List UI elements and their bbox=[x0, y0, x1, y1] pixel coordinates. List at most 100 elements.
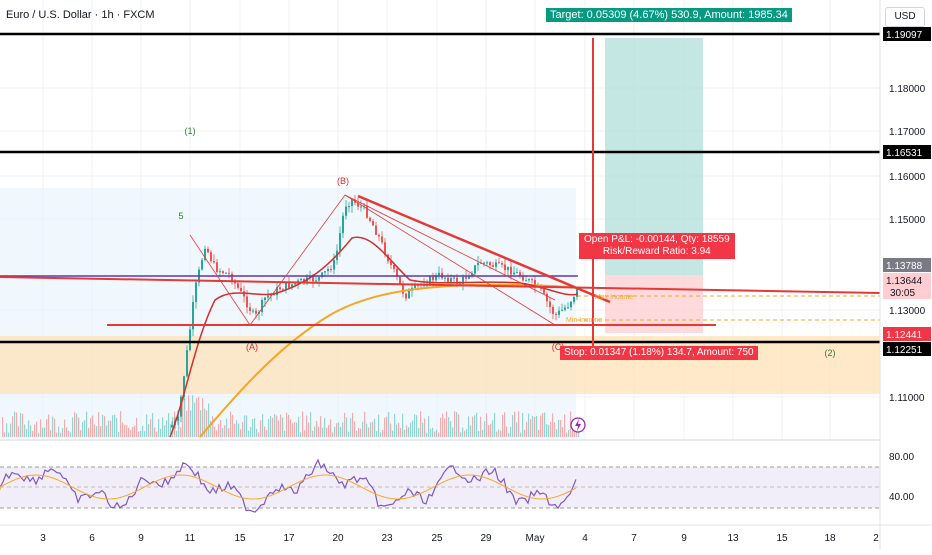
wave-label-2[interactable]: (2) bbox=[825, 348, 836, 358]
volume-bar bbox=[356, 430, 358, 437]
volume-bar bbox=[488, 424, 490, 437]
volume-bar bbox=[554, 422, 556, 437]
volume-bar bbox=[408, 427, 410, 437]
volume-bar bbox=[298, 416, 300, 437]
lightning-icon[interactable] bbox=[570, 417, 586, 433]
volume-bar bbox=[270, 416, 272, 437]
volume-bar bbox=[82, 421, 84, 437]
volume-bar bbox=[258, 432, 260, 437]
price-label-stop: 1.12441 bbox=[886, 330, 923, 341]
candle bbox=[288, 282, 290, 288]
candle bbox=[504, 264, 506, 271]
volume-bar bbox=[114, 414, 116, 437]
volume-bar bbox=[368, 427, 370, 437]
price-label-top: 1.19097 bbox=[886, 30, 923, 41]
volume-bar bbox=[406, 425, 408, 437]
candle bbox=[219, 271, 221, 273]
volume-bar bbox=[304, 430, 306, 437]
candle bbox=[528, 279, 530, 281]
volume-bar bbox=[534, 416, 536, 437]
volume-bar bbox=[548, 424, 550, 437]
candle bbox=[525, 280, 527, 282]
candle bbox=[345, 206, 347, 216]
volume-bar bbox=[480, 416, 482, 437]
volume-bar bbox=[348, 431, 350, 437]
wave-label-1[interactable]: (1) bbox=[185, 126, 196, 136]
candle bbox=[225, 272, 227, 274]
volume-bar bbox=[516, 422, 518, 437]
volume-bar bbox=[450, 421, 452, 437]
volume-bar bbox=[164, 425, 166, 437]
candle bbox=[372, 221, 374, 226]
volume-bar bbox=[232, 414, 234, 437]
volume-bar bbox=[50, 430, 52, 437]
resistance-line[interactable] bbox=[0, 276, 881, 294]
price-tick: 1.11000 bbox=[889, 393, 925, 404]
volume-bar bbox=[552, 413, 554, 437]
volume-bar bbox=[332, 432, 334, 437]
candle bbox=[180, 396, 182, 417]
volume-bar bbox=[390, 423, 392, 437]
volume-bar bbox=[86, 411, 88, 437]
wave-label-a[interactable]: (A) bbox=[246, 342, 258, 352]
volume-bar bbox=[132, 426, 134, 437]
stop-label[interactable]: Stop: 0.01347 (1.18%) 134.7, Amount: 750 bbox=[560, 346, 758, 360]
time-axis[interactable]: 3 6 9 11 15 17 20 23 25 29 May 4 7 9 13 … bbox=[40, 533, 879, 544]
volume-bar bbox=[32, 430, 34, 437]
volume-bar bbox=[22, 413, 24, 437]
volume-bar bbox=[214, 426, 216, 437]
volume-bar bbox=[100, 426, 102, 437]
volume-bar bbox=[362, 421, 364, 437]
candle bbox=[282, 289, 284, 291]
current-price-label: 1.13644 bbox=[886, 276, 923, 287]
volume-bar bbox=[560, 420, 562, 437]
candle bbox=[447, 277, 449, 282]
wave-label-c[interactable]: (C) bbox=[552, 342, 565, 352]
volume-bar bbox=[190, 410, 192, 437]
volume-bar bbox=[410, 422, 412, 437]
symbol-title[interactable]: Euro / U.S. Dollar · 1h · FXCM bbox=[6, 9, 155, 21]
volume-bar bbox=[224, 425, 226, 437]
volume-bar bbox=[28, 420, 30, 437]
time-tick: May bbox=[526, 533, 545, 544]
candle bbox=[435, 275, 437, 281]
volume-bar bbox=[102, 414, 104, 437]
volume-bar bbox=[78, 417, 80, 437]
volume-bar bbox=[504, 412, 506, 437]
volume-bar bbox=[454, 411, 456, 437]
descending-trendline[interactable] bbox=[357, 194, 611, 304]
candle bbox=[348, 206, 350, 208]
open-pnl-box[interactable]: Open P&L: -0.00144, Qty: 18559 Risk/Rewa… bbox=[579, 233, 735, 259]
candle bbox=[465, 276, 467, 279]
candle bbox=[531, 279, 533, 281]
wave-path bbox=[189, 194, 556, 326]
wave-label-5[interactable]: 5 bbox=[178, 211, 183, 221]
volume-bar bbox=[376, 431, 378, 437]
volume-bar bbox=[468, 416, 470, 437]
time-tick: 9 bbox=[138, 533, 144, 544]
volume-bar bbox=[256, 428, 258, 437]
wave-label-b[interactable]: (B) bbox=[337, 176, 349, 186]
candle bbox=[366, 205, 368, 218]
volume-bar bbox=[200, 410, 202, 437]
price-label-entry-bg bbox=[883, 258, 931, 272]
volume-bar bbox=[194, 402, 196, 437]
target-label[interactable]: Target: 0.05309 (4.67%) 530.9, Amount: 1… bbox=[546, 8, 792, 22]
candle bbox=[213, 260, 215, 263]
currency-button[interactable]: USD bbox=[885, 7, 925, 27]
volume-bar bbox=[236, 420, 238, 437]
candle bbox=[486, 262, 488, 264]
volume-bar bbox=[226, 418, 228, 437]
candle bbox=[201, 259, 203, 270]
volume-bar bbox=[522, 412, 524, 437]
volume-bar bbox=[166, 420, 168, 437]
volume-bar bbox=[274, 414, 276, 437]
candle bbox=[291, 284, 293, 288]
volume-bar bbox=[26, 429, 28, 437]
rsi-tick: 40.00 bbox=[889, 492, 914, 503]
price-axis[interactable]: 1.18000 1.17000 1.16000 1.15000 1.13000 … bbox=[889, 84, 926, 404]
volume-bar bbox=[478, 430, 480, 437]
volume-bar bbox=[510, 426, 512, 437]
